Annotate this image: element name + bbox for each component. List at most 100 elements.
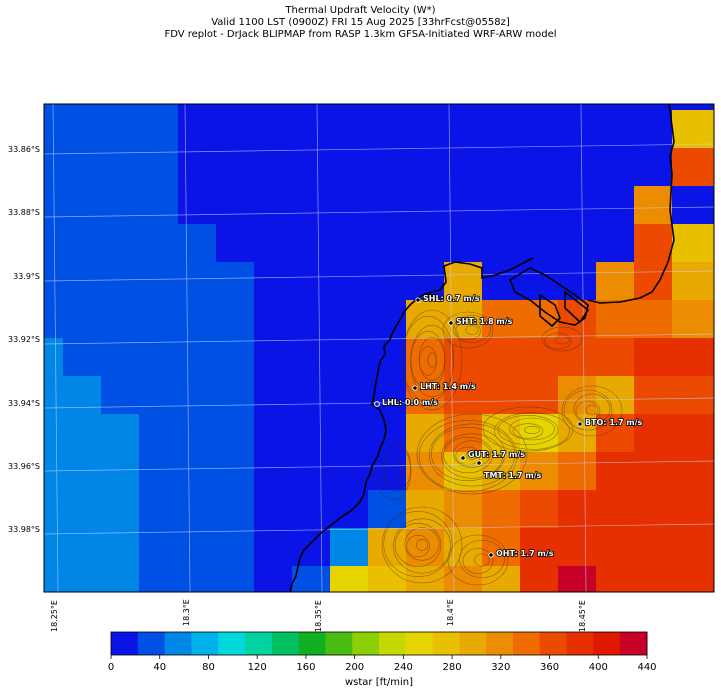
wstar-grid <box>44 104 714 592</box>
lon-label: 18.45°E <box>578 600 587 632</box>
lat-axis-labels: 33.86°S 33.88°S 33.9°S 33.92°S 33.94°S 3… <box>8 145 40 534</box>
contour-line <box>383 455 403 487</box>
wstar-cell <box>44 338 63 592</box>
title-line-2: Valid 1100 LST (0900Z) FRI 15 Aug 2025 [… <box>211 17 510 28</box>
station-markers: SHL: 0.7 m/s SHT: 1.8 m/s LHT: 1.4 m/s L… <box>374 293 643 559</box>
contour-line <box>441 433 503 479</box>
longitude-line <box>184 104 191 592</box>
wstar-cell <box>292 566 330 592</box>
station-label-gut: GUT: 1.7 m/s <box>468 450 525 459</box>
wstar-cell <box>101 414 139 592</box>
station-dot <box>577 421 583 427</box>
colorbar-swatch <box>245 632 273 655</box>
colorbar-tick-label: 40 <box>153 662 166 673</box>
station-lht[interactable]: LHT: 1.4 m/s <box>412 381 477 392</box>
contour-line <box>544 332 572 350</box>
contour-line <box>442 311 494 349</box>
station-tmt[interactable]: TMT: 1.7 m/s <box>476 460 542 481</box>
lat-label: 33.86°S <box>8 145 40 154</box>
lon-label: 18.4°E <box>446 599 455 626</box>
wstar-cell <box>520 414 558 452</box>
wstar-cell <box>558 452 596 490</box>
colorbar-swatch <box>432 632 460 655</box>
colorbar-swatch <box>218 632 246 655</box>
title-line-3: FDV replot - DrJack BLIPMAP from RASP 1.… <box>164 29 557 40</box>
wstar-cell <box>672 148 714 186</box>
station-label-tmt: TMT: 1.7 m/s <box>484 471 542 480</box>
station-sht[interactable]: SHT: 1.8 m/s <box>448 316 513 327</box>
colorbar-swatch <box>352 632 380 655</box>
wstar-cell <box>216 262 254 592</box>
longitude-line <box>52 104 59 592</box>
wstar-cell <box>596 414 634 452</box>
contour-line <box>383 446 411 492</box>
colorbar: 0 40 80 120 160 200 240 280 320 360 400 440 wstar [… <box>108 631 657 688</box>
colorbar-swatch <box>620 632 648 655</box>
lat-label: 33.88°S <box>8 208 40 217</box>
station-dot <box>415 297 421 303</box>
wstar-cell <box>444 338 634 376</box>
contour-line <box>401 309 463 411</box>
wstar-cell <box>520 566 558 592</box>
colorbar-tick-label: 360 <box>540 662 559 673</box>
longitude-line <box>448 104 455 592</box>
station-shl[interactable]: SHL: 0.7 m/s <box>415 293 481 304</box>
colorbar-tick-label: 200 <box>345 662 364 673</box>
wstar-cell <box>672 110 714 150</box>
contour-line <box>416 413 528 495</box>
wstar-cell <box>444 262 482 302</box>
wstar-cell <box>368 566 406 592</box>
colorbar-swatch <box>325 632 353 655</box>
wstar-cell <box>368 528 406 566</box>
lon-axis-labels: 18.25°E 18.3°E 18.35°E 18.4°E 18.45°E <box>50 599 587 632</box>
wstar-cell <box>634 414 714 452</box>
colorbar-tick-label: 320 <box>491 662 510 673</box>
lon-label: 18.3°E <box>182 599 191 626</box>
station-dot <box>412 385 418 391</box>
colorbar-tick-label: 400 <box>589 662 608 673</box>
contour-line <box>452 315 492 343</box>
colorbar-tick-label: 240 <box>394 662 413 673</box>
map-area[interactable] <box>44 104 714 592</box>
lon-label: 18.35°E <box>314 600 323 632</box>
contour-line <box>428 423 516 487</box>
colorbar-swatch <box>379 632 407 655</box>
station-oht[interactable]: OHT: 1.7 m/s <box>488 548 555 559</box>
colorbar-tick-label: 280 <box>443 662 462 673</box>
wstar-cell <box>634 262 672 302</box>
colorbar-swatch <box>593 632 621 655</box>
colorbar-tick-label: 120 <box>248 662 267 673</box>
wstar-cell <box>63 376 101 592</box>
colorbar-swatch <box>271 632 299 655</box>
station-gut[interactable]: GUT: 1.7 m/s <box>460 449 526 461</box>
wstar-cell <box>482 528 520 566</box>
wstar-cell <box>330 528 368 566</box>
wstar-cell <box>596 300 672 338</box>
colorbar-swatch <box>486 632 514 655</box>
wstar-cell <box>558 376 596 414</box>
lat-label: 33.92°S <box>8 335 40 344</box>
contour-line <box>482 406 574 452</box>
wstar-cell <box>558 566 596 592</box>
colorbar-tick-label: 440 <box>637 662 656 673</box>
contour-line <box>453 440 491 468</box>
wstar-cell <box>634 376 714 414</box>
contour-line <box>406 534 430 558</box>
contour-line <box>462 548 494 574</box>
station-bto[interactable]: BTO: 1.7 m/s <box>577 417 643 428</box>
station-dot <box>448 320 454 326</box>
contour-line <box>431 427 505 481</box>
contour-line <box>497 415 559 445</box>
station-lhl[interactable]: LHL: 0.0 m/s <box>374 397 439 408</box>
lat-label: 33.96°S <box>8 462 40 471</box>
contour-line <box>447 534 509 586</box>
colorbar-swatch <box>191 632 219 655</box>
wstar-cell <box>520 528 558 566</box>
colorbar-tick-label: 160 <box>296 662 315 673</box>
wstar-cell <box>444 490 482 528</box>
wstar-cell <box>406 566 444 592</box>
wstar-cell <box>596 262 634 302</box>
lon-label: 18.25°E <box>50 600 59 632</box>
station-label-lhl: LHL: 0.0 m/s <box>382 398 438 407</box>
